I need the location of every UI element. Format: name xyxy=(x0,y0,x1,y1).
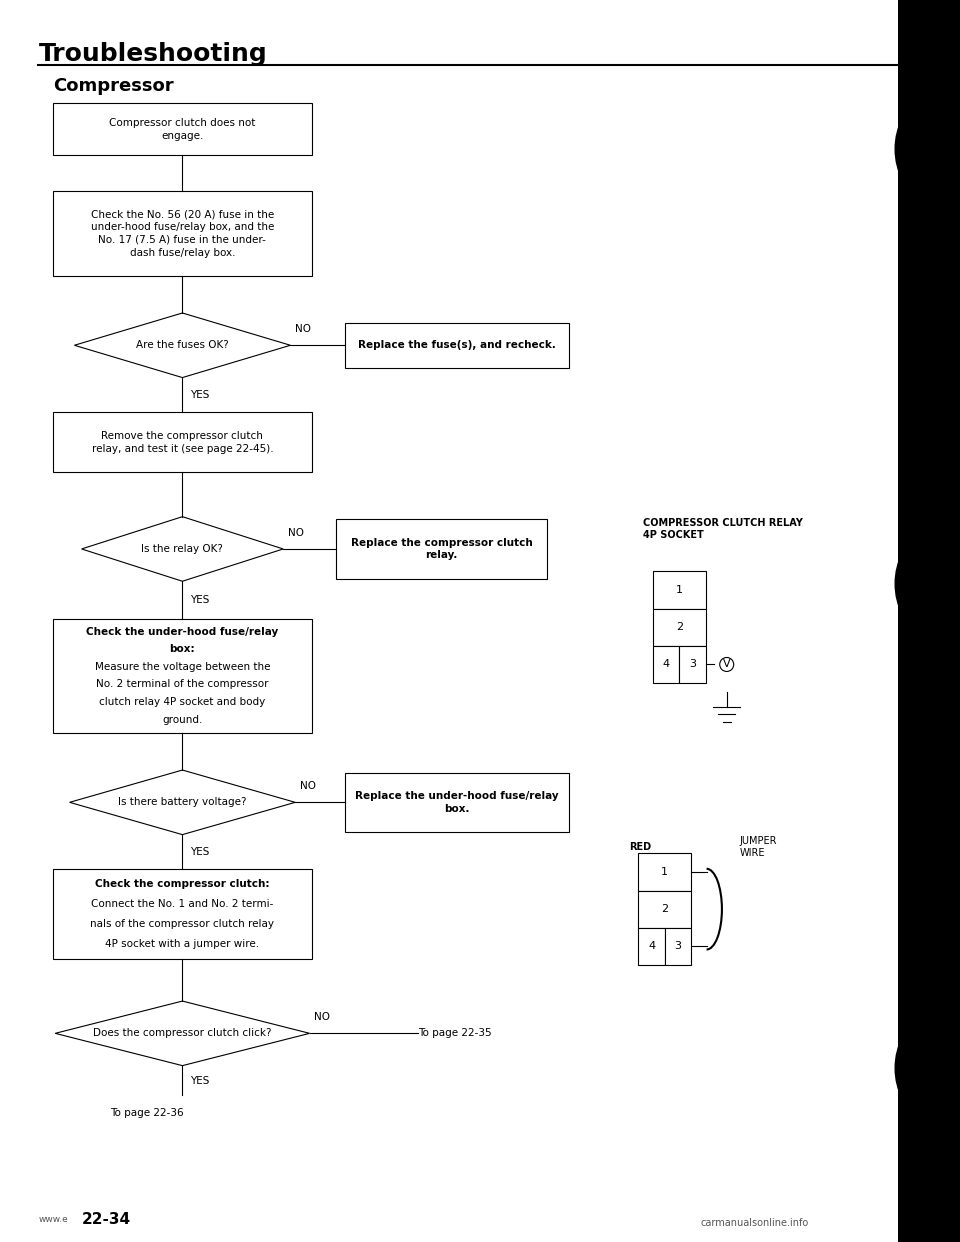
FancyBboxPatch shape xyxy=(638,853,691,891)
Text: JUMPER
WIRE: JUMPER WIRE xyxy=(739,836,777,858)
Text: YES: YES xyxy=(190,595,209,605)
Text: box:: box: xyxy=(170,645,195,655)
FancyBboxPatch shape xyxy=(336,519,547,579)
FancyBboxPatch shape xyxy=(680,646,706,683)
FancyBboxPatch shape xyxy=(53,191,312,276)
Text: 22-34: 22-34 xyxy=(82,1212,131,1227)
Text: Compressor: Compressor xyxy=(53,77,174,94)
FancyBboxPatch shape xyxy=(53,619,312,733)
Text: Remove the compressor clutch
relay, and test it (see page 22-45).: Remove the compressor clutch relay, and … xyxy=(91,431,274,453)
FancyBboxPatch shape xyxy=(53,869,312,959)
FancyBboxPatch shape xyxy=(664,928,691,965)
Text: NO: NO xyxy=(315,1012,330,1022)
Text: 2: 2 xyxy=(676,622,683,632)
Text: 4P socket with a jumper wire.: 4P socket with a jumper wire. xyxy=(106,939,259,949)
Text: Compressor clutch does not
engage.: Compressor clutch does not engage. xyxy=(109,118,255,140)
Text: 4: 4 xyxy=(662,660,669,669)
FancyBboxPatch shape xyxy=(53,412,312,472)
Text: 3: 3 xyxy=(675,941,682,951)
FancyBboxPatch shape xyxy=(345,323,569,368)
Text: Troubleshooting: Troubleshooting xyxy=(38,42,267,66)
Text: Replace the fuse(s), and recheck.: Replace the fuse(s), and recheck. xyxy=(358,340,556,350)
Text: 1: 1 xyxy=(676,585,683,595)
Text: No. 2 terminal of the compressor: No. 2 terminal of the compressor xyxy=(96,679,269,689)
Text: 4: 4 xyxy=(648,941,655,951)
Text: Does the compressor clutch click?: Does the compressor clutch click? xyxy=(93,1028,272,1038)
Text: NO: NO xyxy=(296,324,311,334)
Text: 2: 2 xyxy=(661,904,668,914)
Text: carmanualsonline.info: carmanualsonline.info xyxy=(701,1218,809,1228)
Text: www.e: www.e xyxy=(38,1215,68,1225)
Text: Check the under-hood fuse/relay: Check the under-hood fuse/relay xyxy=(86,627,278,637)
Text: Are the fuses OK?: Are the fuses OK? xyxy=(136,340,228,350)
Text: Replace the under-hood fuse/relay
box.: Replace the under-hood fuse/relay box. xyxy=(355,791,559,814)
FancyBboxPatch shape xyxy=(653,646,680,683)
FancyBboxPatch shape xyxy=(53,103,312,155)
Text: YES: YES xyxy=(190,390,209,400)
Text: Is there battery voltage?: Is there battery voltage? xyxy=(118,797,247,807)
Ellipse shape xyxy=(895,1025,948,1112)
Text: V: V xyxy=(723,660,731,669)
Text: NO: NO xyxy=(288,528,304,538)
FancyBboxPatch shape xyxy=(638,928,664,965)
FancyBboxPatch shape xyxy=(345,773,569,832)
FancyBboxPatch shape xyxy=(638,891,691,928)
Ellipse shape xyxy=(895,106,948,193)
Polygon shape xyxy=(75,313,290,378)
Text: RED: RED xyxy=(629,842,651,852)
FancyBboxPatch shape xyxy=(653,609,706,646)
Polygon shape xyxy=(55,1001,309,1066)
Text: ground.: ground. xyxy=(162,714,203,724)
FancyBboxPatch shape xyxy=(653,571,706,609)
Text: YES: YES xyxy=(190,1076,209,1086)
Text: To page 22-36: To page 22-36 xyxy=(110,1108,184,1118)
Text: COMPRESSOR CLUTCH RELAY
4P SOCKET: COMPRESSOR CLUTCH RELAY 4P SOCKET xyxy=(643,518,804,540)
Text: clutch relay 4P socket and body: clutch relay 4P socket and body xyxy=(99,697,266,707)
Text: Is the relay OK?: Is the relay OK? xyxy=(141,544,224,554)
Text: To page 22-35: To page 22-35 xyxy=(418,1028,492,1038)
Text: Check the compressor clutch:: Check the compressor clutch: xyxy=(95,879,270,889)
Text: 1: 1 xyxy=(661,867,668,877)
Text: Connect the No. 1 and No. 2 termi-: Connect the No. 1 and No. 2 termi- xyxy=(91,899,274,909)
Polygon shape xyxy=(82,517,283,581)
Text: Replace the compressor clutch
relay.: Replace the compressor clutch relay. xyxy=(350,538,533,560)
FancyBboxPatch shape xyxy=(898,0,960,1242)
Polygon shape xyxy=(70,770,296,835)
Text: Measure the voltage between the: Measure the voltage between the xyxy=(95,662,270,672)
Text: Check the No. 56 (20 A) fuse in the
under-hood fuse/relay box, and the
No. 17 (7: Check the No. 56 (20 A) fuse in the unde… xyxy=(90,210,275,257)
Ellipse shape xyxy=(895,540,948,627)
Text: nals of the compressor clutch relay: nals of the compressor clutch relay xyxy=(90,919,275,929)
Text: 3: 3 xyxy=(689,660,696,669)
Text: YES: YES xyxy=(190,847,209,857)
Text: NO: NO xyxy=(300,781,316,791)
